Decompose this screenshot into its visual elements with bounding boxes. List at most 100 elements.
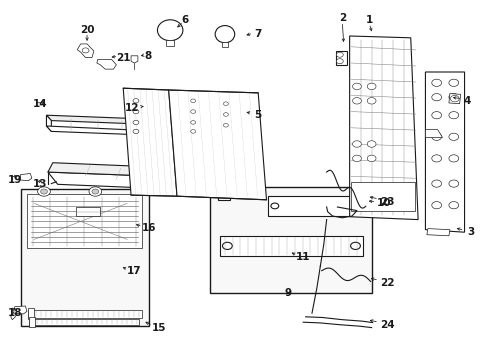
Circle shape [41, 189, 47, 194]
Circle shape [431, 180, 441, 187]
Polygon shape [27, 194, 142, 248]
Text: 18: 18 [7, 308, 22, 318]
Text: 17: 17 [127, 266, 142, 276]
Circle shape [431, 202, 441, 209]
Circle shape [448, 79, 458, 86]
Polygon shape [29, 319, 139, 325]
Polygon shape [131, 56, 138, 63]
Polygon shape [448, 94, 460, 104]
Text: 10: 10 [376, 198, 390, 208]
Circle shape [366, 141, 375, 147]
Circle shape [448, 180, 458, 187]
Circle shape [133, 99, 139, 103]
Text: 2: 2 [338, 13, 345, 23]
Bar [350, 182, 414, 211]
Circle shape [223, 113, 228, 116]
Polygon shape [168, 90, 266, 200]
Text: 20: 20 [80, 24, 94, 35]
Text: 4: 4 [463, 96, 470, 106]
Bar [210, 187, 371, 293]
Polygon shape [48, 163, 166, 176]
Circle shape [133, 120, 139, 125]
Circle shape [350, 242, 360, 249]
Circle shape [352, 184, 361, 190]
Circle shape [92, 189, 99, 194]
Circle shape [366, 98, 375, 104]
Circle shape [190, 121, 195, 124]
Circle shape [448, 202, 458, 209]
Polygon shape [76, 207, 100, 216]
Circle shape [190, 130, 195, 133]
Circle shape [431, 155, 441, 162]
Circle shape [431, 112, 441, 119]
Polygon shape [123, 88, 177, 196]
Text: 3: 3 [466, 227, 473, 237]
Polygon shape [77, 44, 94, 58]
Circle shape [336, 59, 343, 64]
Circle shape [448, 133, 458, 140]
Circle shape [352, 83, 361, 90]
Text: 12: 12 [124, 103, 139, 113]
Text: 21: 21 [116, 53, 131, 63]
Circle shape [38, 187, 50, 196]
Polygon shape [46, 126, 145, 135]
Polygon shape [46, 115, 145, 124]
Circle shape [366, 155, 375, 162]
Circle shape [223, 102, 228, 105]
Polygon shape [97, 59, 116, 69]
Polygon shape [425, 130, 442, 138]
Text: 5: 5 [254, 110, 261, 120]
Bar [20, 189, 149, 326]
Text: 23: 23 [380, 197, 394, 207]
Circle shape [223, 123, 228, 127]
Circle shape [448, 112, 458, 119]
Polygon shape [28, 310, 142, 318]
Text: 8: 8 [144, 51, 151, 61]
Circle shape [352, 141, 361, 147]
Circle shape [82, 48, 89, 53]
Circle shape [190, 110, 195, 113]
Polygon shape [46, 115, 51, 131]
Text: 19: 19 [7, 175, 21, 185]
Polygon shape [48, 172, 171, 189]
Text: 9: 9 [285, 288, 291, 298]
Circle shape [366, 83, 375, 90]
Text: 15: 15 [151, 323, 166, 333]
Text: 24: 24 [380, 320, 394, 330]
Circle shape [448, 94, 458, 101]
Circle shape [449, 95, 458, 102]
Circle shape [89, 187, 102, 196]
Text: 22: 22 [380, 278, 394, 288]
Circle shape [431, 79, 441, 86]
Circle shape [352, 98, 361, 104]
Circle shape [222, 242, 232, 249]
Ellipse shape [157, 20, 183, 41]
Text: 6: 6 [181, 15, 188, 25]
Text: 14: 14 [33, 99, 48, 109]
Circle shape [133, 129, 139, 134]
Circle shape [270, 203, 278, 209]
Circle shape [351, 203, 359, 209]
Circle shape [431, 94, 441, 101]
Circle shape [431, 133, 441, 140]
Ellipse shape [215, 26, 234, 43]
Circle shape [448, 155, 458, 162]
Bar [218, 194, 230, 200]
Text: 7: 7 [254, 29, 261, 39]
Polygon shape [29, 317, 35, 327]
Polygon shape [349, 36, 417, 220]
Text: 11: 11 [295, 252, 310, 262]
Polygon shape [166, 40, 174, 46]
Circle shape [352, 155, 361, 162]
Polygon shape [221, 42, 228, 47]
Polygon shape [14, 306, 27, 314]
Polygon shape [267, 196, 362, 216]
Text: 1: 1 [365, 15, 372, 25]
Polygon shape [220, 236, 362, 256]
Polygon shape [336, 51, 346, 65]
Circle shape [366, 184, 375, 190]
Circle shape [190, 99, 195, 103]
Polygon shape [20, 174, 32, 181]
Polygon shape [28, 308, 34, 319]
Text: 16: 16 [142, 222, 156, 233]
